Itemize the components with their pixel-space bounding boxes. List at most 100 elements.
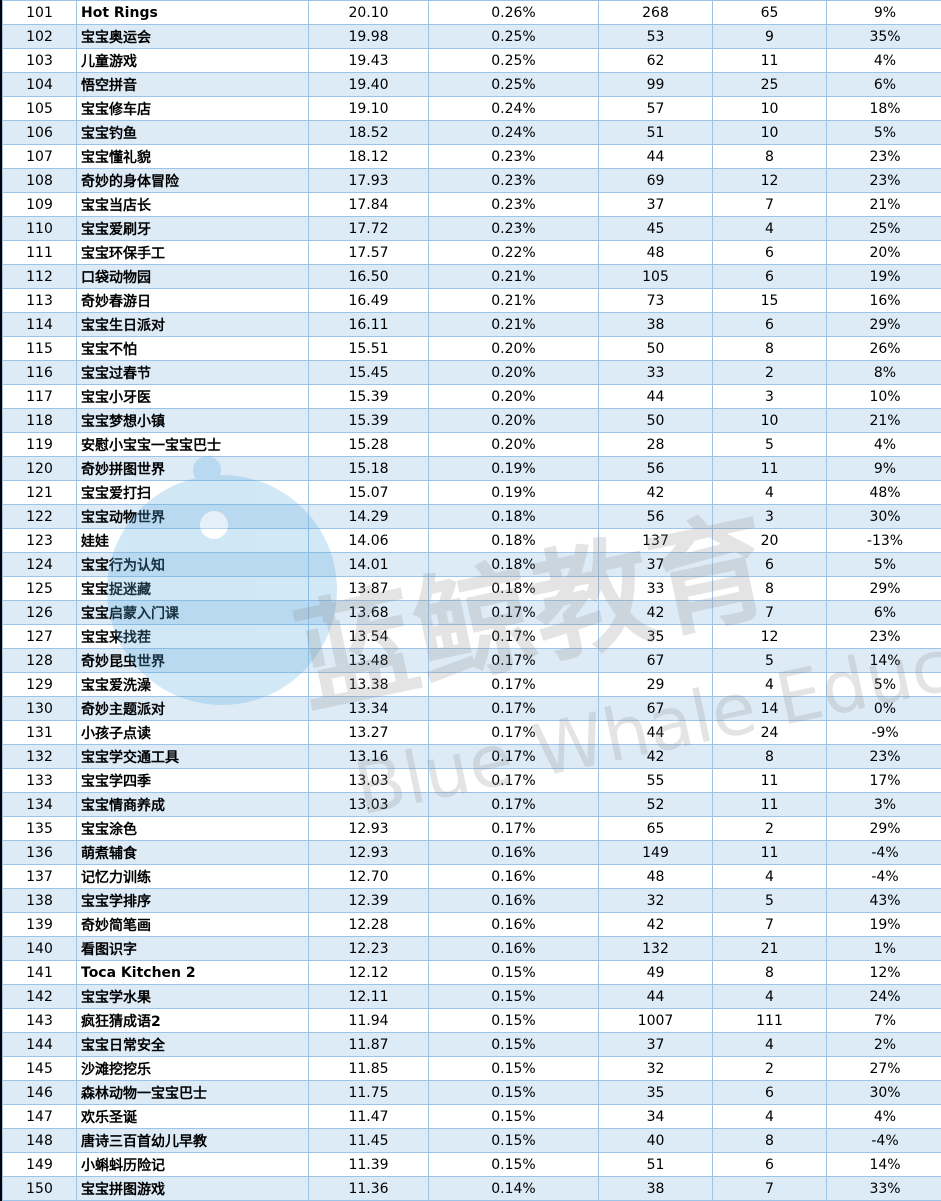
value-cell: 14.01 (308, 552, 429, 577)
count-cell: 69 (598, 168, 713, 193)
share-cell: 0.23% (428, 144, 599, 169)
count2-cell: 4 (712, 672, 827, 697)
app-name-cell: 宝宝懂礼貌 (76, 144, 309, 169)
app-name-cell: 宝宝钓鱼 (76, 120, 309, 145)
count2-cell: 111 (712, 1008, 827, 1033)
growth-cell: 20% (826, 240, 941, 265)
table-row: 101 Hot Rings 20.10 0.26% 268 65 9% (2, 0, 941, 25)
table-row: 137 记忆力训练 12.70 0.16% 48 4 -4% (2, 864, 941, 889)
value-cell: 15.39 (308, 408, 429, 433)
app-name-cell: 宝宝启蒙入门课 (76, 600, 309, 625)
table-row: 147 欢乐圣诞 11.47 0.15% 34 4 4% (2, 1104, 941, 1129)
rank-cell: 127 (2, 624, 77, 649)
count-cell: 37 (598, 192, 713, 217)
table-row: 132 宝宝学交通工具 13.16 0.17% 42 8 23% (2, 744, 941, 769)
count2-cell: 6 (712, 240, 827, 265)
rank-cell: 105 (2, 96, 77, 121)
value-cell: 17.84 (308, 192, 429, 217)
share-cell: 0.20% (428, 432, 599, 457)
value-cell: 12.23 (308, 936, 429, 961)
count-cell: 32 (598, 1056, 713, 1081)
app-name-cell: 森林动物一宝宝巴士 (76, 1080, 309, 1105)
count2-cell: 8 (712, 744, 827, 769)
growth-cell: 48% (826, 480, 941, 505)
count2-cell: 11 (712, 768, 827, 793)
value-cell: 13.34 (308, 696, 429, 721)
rank-cell: 104 (2, 72, 77, 97)
share-cell: 0.15% (428, 1128, 599, 1153)
share-cell: 0.17% (428, 672, 599, 697)
rank-cell: 111 (2, 240, 77, 265)
rank-cell: 103 (2, 48, 77, 73)
table-row: 128 奇妙昆虫世界 13.48 0.17% 67 5 14% (2, 648, 941, 673)
count2-cell: 8 (712, 960, 827, 985)
table-row: 102 宝宝奥运会 19.98 0.25% 53 9 35% (2, 24, 941, 49)
share-cell: 0.24% (428, 96, 599, 121)
growth-cell: 14% (826, 648, 941, 673)
table-row: 146 森林动物一宝宝巴士 11.75 0.15% 35 6 30% (2, 1080, 941, 1105)
growth-cell: 16% (826, 288, 941, 313)
count2-cell: 8 (712, 1128, 827, 1153)
count-cell: 44 (598, 384, 713, 409)
value-cell: 17.57 (308, 240, 429, 265)
app-name-cell: 宝宝生日派对 (76, 312, 309, 337)
share-cell: 0.24% (428, 120, 599, 145)
app-name-cell: 宝宝修车店 (76, 96, 309, 121)
table-row: 136 萌煮辅食 12.93 0.16% 149 11 -4% (2, 840, 941, 865)
value-cell: 19.98 (308, 24, 429, 49)
rank-cell: 118 (2, 408, 77, 433)
count2-cell: 3 (712, 504, 827, 529)
app-name-cell: 奇妙春游日 (76, 288, 309, 313)
app-name-cell: 宝宝小牙医 (76, 384, 309, 409)
growth-cell: 26% (826, 336, 941, 361)
rank-cell: 102 (2, 24, 77, 49)
table-row: 115 宝宝不怕 15.51 0.20% 50 8 26% (2, 336, 941, 361)
rank-cell: 139 (2, 912, 77, 937)
count-cell: 33 (598, 576, 713, 601)
share-cell: 0.20% (428, 336, 599, 361)
growth-cell: 2% (826, 1032, 941, 1057)
share-cell: 0.21% (428, 312, 599, 337)
rank-cell: 142 (2, 984, 77, 1009)
growth-cell: 21% (826, 192, 941, 217)
value-cell: 11.85 (308, 1056, 429, 1081)
count-cell: 34 (598, 1104, 713, 1129)
rank-cell: 129 (2, 672, 77, 697)
app-name-cell: 宝宝来找茬 (76, 624, 309, 649)
value-cell: 13.38 (308, 672, 429, 697)
table-row: 122 宝宝动物世界 14.29 0.18% 56 3 30% (2, 504, 941, 529)
app-name-cell: Hot Rings (76, 0, 309, 25)
rank-cell: 147 (2, 1104, 77, 1129)
app-name-cell: 唐诗三百首幼儿早教 (76, 1128, 309, 1153)
share-cell: 0.22% (428, 240, 599, 265)
rank-cell: 117 (2, 384, 77, 409)
app-name-cell: 宝宝情商养成 (76, 792, 309, 817)
count-cell: 53 (598, 24, 713, 49)
growth-cell: 10% (826, 384, 941, 409)
table-row: 131 小孩子点读 13.27 0.17% 44 24 -9% (2, 720, 941, 745)
growth-cell: 23% (826, 624, 941, 649)
app-name-cell: 宝宝爱打扫 (76, 480, 309, 505)
rank-cell: 128 (2, 648, 77, 673)
rank-cell: 136 (2, 840, 77, 865)
count2-cell: 2 (712, 360, 827, 385)
count2-cell: 14 (712, 696, 827, 721)
count-cell: 62 (598, 48, 713, 73)
app-name-cell: 安慰小宝宝一宝宝巴士 (76, 432, 309, 457)
share-cell: 0.14% (428, 1176, 599, 1201)
count2-cell: 11 (712, 456, 827, 481)
share-cell: 0.20% (428, 360, 599, 385)
app-name-cell: 疯狂猜成语2 (76, 1008, 309, 1033)
table-row: 126 宝宝启蒙入门课 13.68 0.17% 42 7 6% (2, 600, 941, 625)
count-cell: 268 (598, 0, 713, 25)
count2-cell: 7 (712, 912, 827, 937)
value-cell: 11.75 (308, 1080, 429, 1105)
table-row: 119 安慰小宝宝一宝宝巴士 15.28 0.20% 28 5 4% (2, 432, 941, 457)
share-cell: 0.19% (428, 480, 599, 505)
app-name-cell: 小孩子点读 (76, 720, 309, 745)
growth-cell: 25% (826, 216, 941, 241)
share-cell: 0.17% (428, 696, 599, 721)
count2-cell: 20 (712, 528, 827, 553)
count2-cell: 6 (712, 552, 827, 577)
count2-cell: 12 (712, 168, 827, 193)
